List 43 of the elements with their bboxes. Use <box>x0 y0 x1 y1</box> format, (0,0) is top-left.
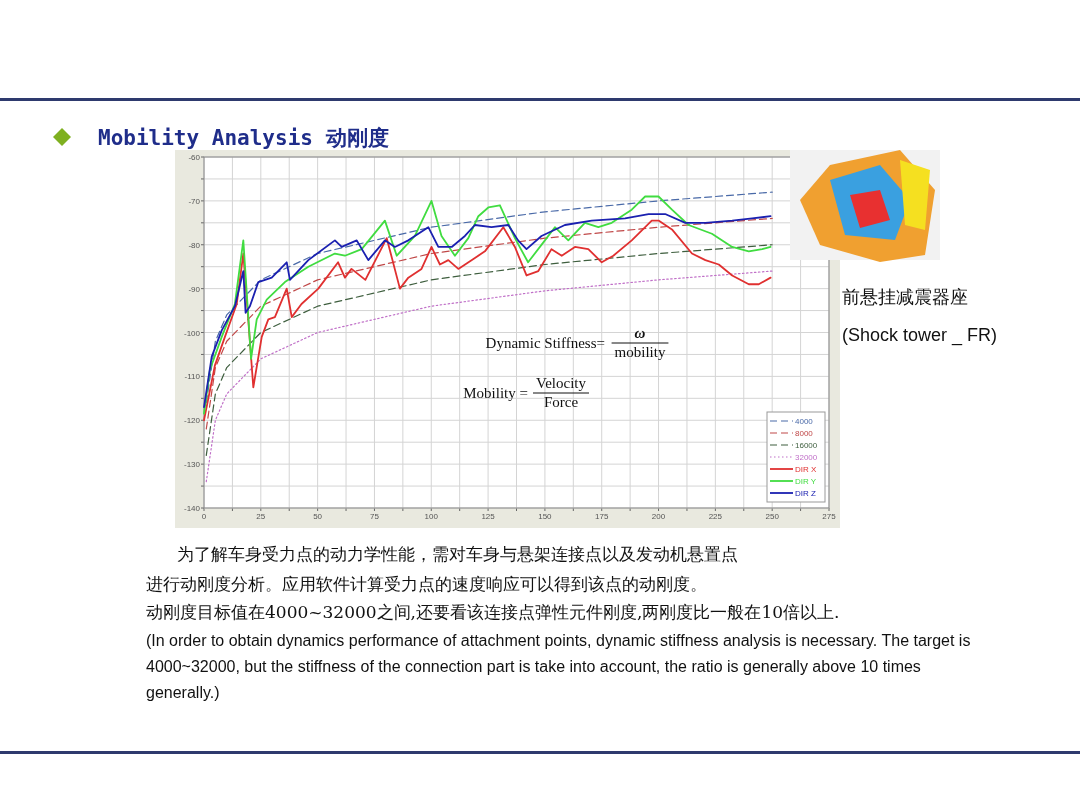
x-tick-label: 100 <box>424 512 439 521</box>
y-tick-label: -100 <box>183 328 201 338</box>
line-series <box>205 270 773 483</box>
legend-label: 16000 <box>795 441 818 450</box>
annotation: ω <box>634 325 646 341</box>
x-tick-label: 125 <box>481 512 496 521</box>
line-series <box>205 244 773 456</box>
y-tick-label: -120 <box>183 416 201 426</box>
text: (Shock tower _ FR) <box>842 325 998 346</box>
legend-label: 32000 <box>795 453 818 462</box>
annotation: Velocity <box>536 375 587 391</box>
x-tick-label: 200 <box>651 512 666 521</box>
x-tick-label: 50 <box>313 512 323 521</box>
legend-label: DIR Y <box>795 477 817 486</box>
y-tick-label: -70 <box>188 196 201 206</box>
annotation: Dynamic Stiffness= <box>485 335 605 351</box>
annotation: mobility <box>614 344 666 360</box>
x-tick-label: 175 <box>595 512 609 521</box>
y-tick-label: -130 <box>183 460 201 470</box>
x-tick-label: 150 <box>538 512 553 521</box>
legend-label: 8000 <box>795 429 814 438</box>
x-tick-label: 0 <box>201 512 207 521</box>
annotation: Mobility = <box>463 385 528 401</box>
y-tick-label: -90 <box>188 284 201 294</box>
legend-label: 4000 <box>795 417 814 426</box>
x-tick-label: 225 <box>708 512 723 521</box>
legend-label: DIR Z <box>795 489 816 498</box>
x-tick-label: 250 <box>765 512 780 521</box>
annotation: Force <box>543 394 579 410</box>
y-tick-label: -60 <box>188 153 201 162</box>
y-tick-label: -80 <box>188 240 201 250</box>
text: 动刚度目标值在4000~32000之间,还要看该连接点弹性元件刚度,两刚度比一般在10倍以上. <box>146 602 840 622</box>
chart-title: Mobility Analysis 动刚度 <box>98 126 389 150</box>
y-tick-label: -140 <box>183 504 201 513</box>
text: (In order to obtain dynamics performance of attachment points, dynamic stiffness analysis is necessary. The target is 4000~32000, but the stiffness of the connection part is take into account, the ratio is generally above 10 times generally.) <box>146 632 971 701</box>
text: 前悬挂减震器座 <box>842 286 968 307</box>
text: 为了解车身受力点的动力学性能，需对车身与悬架连接点以及发动机悬置点 <box>177 544 738 564</box>
x-tick-label: 25 <box>256 512 266 521</box>
x-tick-label: 275 <box>822 512 837 521</box>
text: 进行动刚度分析。应用软件计算受力点的速度响应可以得到该点的动刚度。 <box>146 574 707 594</box>
y-tick-label: -110 <box>184 372 201 382</box>
legend-label: DIR X <box>795 465 817 474</box>
x-tick-label: 75 <box>370 512 380 521</box>
